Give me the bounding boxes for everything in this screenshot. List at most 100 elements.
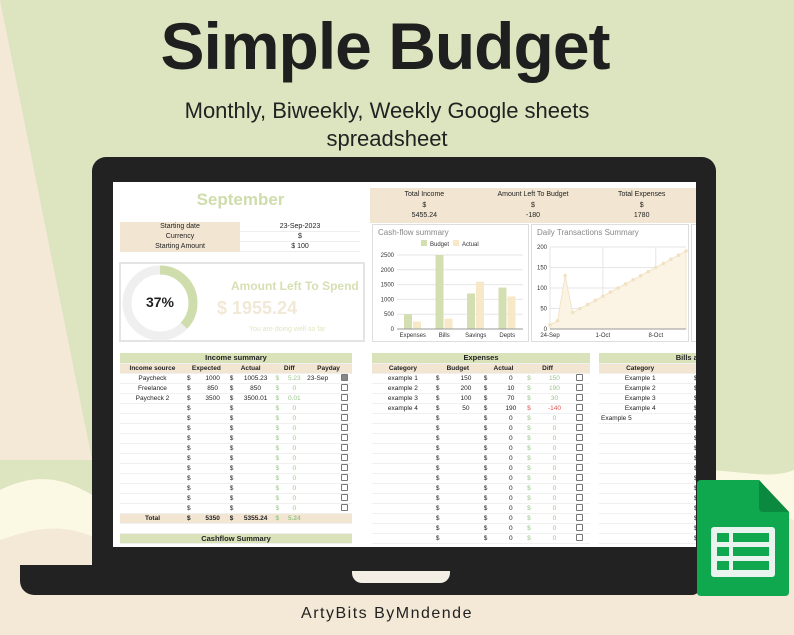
actual[interactable] <box>237 483 274 494</box>
expected[interactable] <box>197 433 228 444</box>
checkbox-icon[interactable] <box>576 404 584 412</box>
expected[interactable] <box>197 473 228 484</box>
checkbox-icon[interactable] <box>576 534 584 542</box>
income-source[interactable]: Paycheck 2 <box>120 393 185 404</box>
budget[interactable]: 150 <box>450 373 482 384</box>
checkbox-icon[interactable] <box>576 474 584 482</box>
checkbox-icon[interactable] <box>576 444 584 452</box>
category[interactable]: example 4 <box>372 403 434 414</box>
budget[interactable] <box>450 533 482 544</box>
income-source[interactable] <box>120 423 185 434</box>
budget[interactable] <box>450 513 482 524</box>
actual[interactable] <box>237 503 274 514</box>
category[interactable]: example 2 <box>372 383 434 394</box>
payday[interactable] <box>305 503 338 514</box>
checkbox-icon[interactable] <box>341 474 349 482</box>
checkbox-icon[interactable] <box>341 404 349 412</box>
actual[interactable]: 850 <box>237 383 274 394</box>
category[interactable] <box>372 413 434 424</box>
budget[interactable] <box>450 473 482 484</box>
actual[interactable]: 1005.23 <box>237 373 274 384</box>
category[interactable] <box>599 523 682 534</box>
category[interactable] <box>372 423 434 434</box>
checkbox-icon[interactable] <box>576 424 584 432</box>
payday[interactable] <box>305 483 338 494</box>
checkbox-icon[interactable] <box>341 374 349 382</box>
category[interactable]: Example 5 <box>599 413 682 424</box>
expected[interactable] <box>197 463 228 474</box>
category[interactable] <box>372 503 434 514</box>
budget[interactable] <box>450 503 482 514</box>
category[interactable] <box>599 433 682 444</box>
category[interactable] <box>599 443 682 454</box>
budget[interactable] <box>450 413 482 424</box>
category[interactable] <box>599 503 682 514</box>
expected[interactable]: 1000 <box>197 373 228 384</box>
budget[interactable]: 100 <box>450 393 482 404</box>
expected[interactable] <box>197 443 228 454</box>
budget[interactable] <box>450 483 482 494</box>
budget[interactable] <box>450 453 482 464</box>
payday[interactable] <box>305 403 338 414</box>
income-source[interactable] <box>120 483 185 494</box>
expected[interactable] <box>197 413 228 424</box>
actual[interactable] <box>237 413 274 424</box>
info-value[interactable]: $ <box>240 232 360 242</box>
actual[interactable] <box>237 433 274 444</box>
budget[interactable] <box>450 463 482 474</box>
checkbox-icon[interactable] <box>341 444 349 452</box>
payday[interactable]: 23-Sep <box>305 373 338 384</box>
income-source[interactable]: Freelance <box>120 383 185 394</box>
category[interactable] <box>599 483 682 494</box>
checkbox-icon[interactable] <box>576 524 584 532</box>
payday[interactable] <box>305 453 338 464</box>
info-value[interactable]: 23-Sep-2023 <box>240 222 360 232</box>
income-source[interactable] <box>120 403 185 414</box>
category[interactable] <box>599 423 682 434</box>
expected[interactable] <box>197 493 228 504</box>
checkbox-icon[interactable] <box>576 464 584 472</box>
payday[interactable] <box>305 443 338 454</box>
category[interactable] <box>599 473 682 484</box>
category[interactable] <box>599 513 682 524</box>
category[interactable] <box>372 473 434 484</box>
checkbox-icon[interactable] <box>341 434 349 442</box>
category[interactable]: example 1 <box>372 373 434 384</box>
actual[interactable] <box>237 423 274 434</box>
income-source[interactable] <box>120 443 185 454</box>
income-source[interactable]: Paycheck <box>120 373 185 384</box>
budget[interactable]: 200 <box>450 383 482 394</box>
checkbox-icon[interactable] <box>341 494 349 502</box>
budget[interactable]: 50 <box>450 403 482 414</box>
checkbox-icon[interactable] <box>341 464 349 472</box>
checkbox-icon[interactable] <box>576 434 584 442</box>
income-source[interactable] <box>120 413 185 424</box>
payday[interactable] <box>305 473 338 484</box>
payday[interactable] <box>305 383 338 394</box>
income-source[interactable] <box>120 503 185 514</box>
actual[interactable] <box>237 453 274 464</box>
actual[interactable] <box>237 493 274 504</box>
expected[interactable] <box>197 503 228 514</box>
expected[interactable] <box>197 423 228 434</box>
actual[interactable] <box>237 463 274 474</box>
expected[interactable] <box>197 453 228 464</box>
checkbox-icon[interactable] <box>341 394 349 402</box>
actual[interactable] <box>237 443 274 454</box>
category[interactable] <box>599 533 682 544</box>
category[interactable]: Example 3 <box>599 393 682 404</box>
budget[interactable] <box>450 433 482 444</box>
category[interactable]: Example 4 <box>599 403 682 414</box>
budget[interactable] <box>450 493 482 504</box>
checkbox-icon[interactable] <box>341 504 349 512</box>
actual[interactable]: 3500.01 <box>237 393 274 404</box>
budget[interactable] <box>450 423 482 434</box>
checkbox-icon[interactable] <box>576 394 584 402</box>
checkbox-icon[interactable] <box>341 454 349 462</box>
checkbox-icon[interactable] <box>576 484 584 492</box>
category[interactable] <box>372 513 434 524</box>
category[interactable] <box>599 493 682 504</box>
payday[interactable] <box>305 463 338 474</box>
category[interactable]: Example 1 <box>599 373 682 384</box>
income-source[interactable] <box>120 493 185 504</box>
